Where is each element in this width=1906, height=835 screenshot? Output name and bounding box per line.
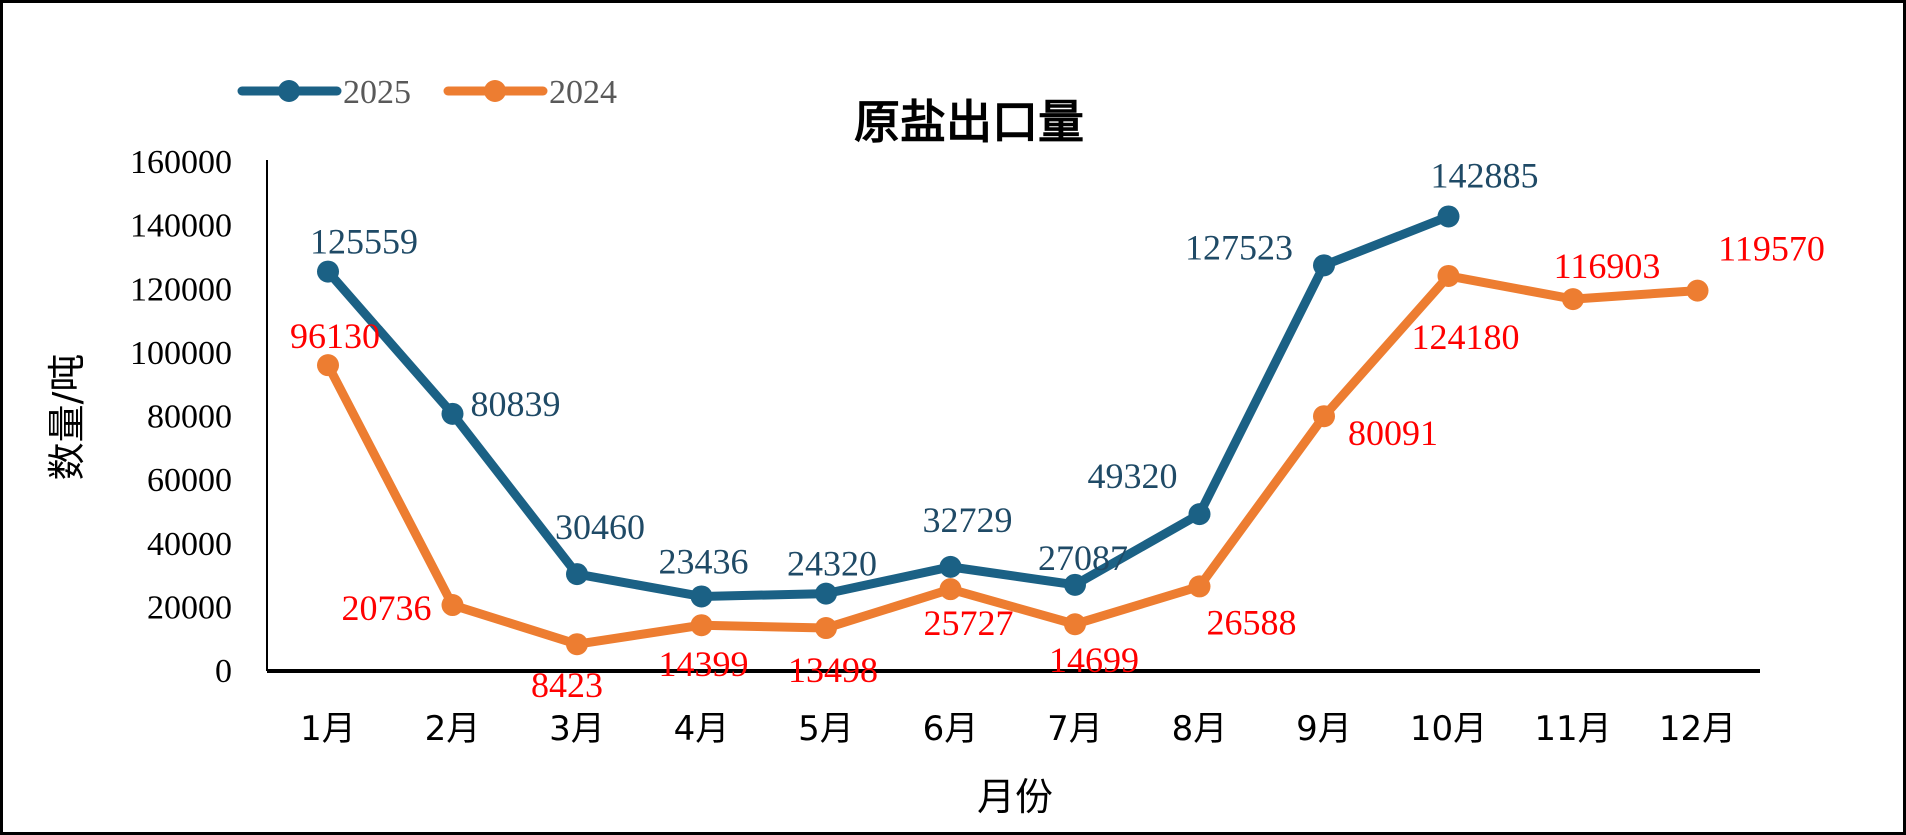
series-group <box>317 205 1709 656</box>
data-label-2024: 119570 <box>1718 229 1825 269</box>
x-tick-label: 10月 <box>1410 709 1487 749</box>
data-label-2024: 25727 <box>924 603 1014 643</box>
data-label-2024: 124180 <box>1412 317 1520 357</box>
series-line-2024 <box>324 271 1698 649</box>
data-label-2025: 23436 <box>659 541 749 581</box>
x-tick-label: 8月 <box>1172 709 1228 749</box>
data-point-2025 <box>317 260 339 283</box>
data-point-2025 <box>1064 573 1086 596</box>
data-label-2024: 8423 <box>531 665 603 705</box>
data-point-2024 <box>566 633 588 656</box>
x-tick-label: 12月 <box>1659 709 1736 749</box>
data-point-2025 <box>690 585 713 608</box>
series-line-2025 <box>324 212 1451 601</box>
data-point-2024 <box>690 614 713 637</box>
data-label-2025: 142885 <box>1431 155 1539 195</box>
y-tick-label: 140000 <box>130 208 232 245</box>
y-tick-label: 160000 <box>130 144 232 181</box>
y-axis-ticks: 0 20000 40000 60000 80000 100000 120000 140000 1… <box>130 144 232 690</box>
y-tick-label: 20000 <box>147 589 232 626</box>
y-tick-label: 60000 <box>147 462 232 499</box>
data-point-2024 <box>1188 575 1211 598</box>
legend-label-2024: 2024 <box>549 74 617 111</box>
data-point-2024 <box>815 617 837 640</box>
data-point-2025 <box>566 563 588 586</box>
data-label-2025: 30460 <box>555 507 645 547</box>
data-label-2024: 26588 <box>1207 602 1297 642</box>
x-tick-label: 5月 <box>798 709 854 749</box>
data-label-2024: 20736 <box>342 588 432 628</box>
data-point-2025 <box>441 402 464 425</box>
y-tick-label: 40000 <box>147 526 232 563</box>
data-point-2025 <box>815 582 837 605</box>
data-point-2024 <box>1562 288 1584 311</box>
data-point-2024 <box>1686 279 1709 302</box>
x-tick-label: 9月 <box>1296 709 1352 749</box>
y-tick-label: 120000 <box>130 271 232 308</box>
data-label-2024: 96130 <box>290 316 380 356</box>
x-axis-title: 月份 <box>977 775 1053 819</box>
data-label-2024: 14399 <box>659 644 749 684</box>
x-axis-ticks: 1月 2月 3月 4月 5月 6月 7月 8月 9月 10月 11月 12月 <box>300 709 1736 749</box>
data-point-2024 <box>441 594 464 617</box>
x-tick-label: 2月 <box>425 709 481 749</box>
data-point-2025 <box>1437 205 1460 228</box>
data-label-2025: 80839 <box>471 384 561 424</box>
data-point-2025 <box>1313 254 1335 277</box>
x-tick-label: 1月 <box>300 709 356 749</box>
chart-title: 原盐出口量 <box>854 95 1084 149</box>
data-label-2024: 80091 <box>1348 413 1438 453</box>
data-point-2024 <box>939 578 962 601</box>
data-label-2025: 127523 <box>1185 227 1293 267</box>
data-label-2024: 13498 <box>788 650 878 690</box>
data-label-2025: 27087 <box>1038 538 1128 578</box>
data-point-2025 <box>939 555 962 578</box>
legend-marker-2025 <box>278 80 300 102</box>
y-tick-label: 0 <box>215 653 232 690</box>
data-labels: 125559 80839 30460 23436 24320 32729 27087 4932… <box>290 155 1825 705</box>
data-point-2025 <box>1188 503 1211 526</box>
x-tick-label: 7月 <box>1047 709 1103 749</box>
y-tick-label: 80000 <box>147 399 232 436</box>
data-label-2025: 49320 <box>1088 456 1178 496</box>
legend: 2025 2024 <box>237 74 617 111</box>
data-label-2024: 116903 <box>1554 246 1661 286</box>
data-point-2024 <box>1437 264 1460 287</box>
x-tick-label: 3月 <box>549 709 605 749</box>
legend-marker-2024 <box>484 80 506 102</box>
data-point-2024 <box>1313 405 1335 428</box>
y-tick-label: 100000 <box>130 335 232 372</box>
x-tick-label: 11月 <box>1534 709 1611 749</box>
data-label-2025: 32729 <box>923 500 1013 540</box>
data-point-2024 <box>1064 613 1086 636</box>
data-point-2024 <box>317 354 339 377</box>
data-label-2025: 24320 <box>787 544 877 584</box>
y-axis-title: 数量/吨 <box>45 354 89 481</box>
x-tick-label: 4月 <box>674 709 730 749</box>
data-label-2024: 14699 <box>1049 640 1139 680</box>
legend-label-2025: 2025 <box>343 74 411 111</box>
x-tick-label: 6月 <box>923 709 979 749</box>
data-label-2025: 125559 <box>310 222 418 262</box>
